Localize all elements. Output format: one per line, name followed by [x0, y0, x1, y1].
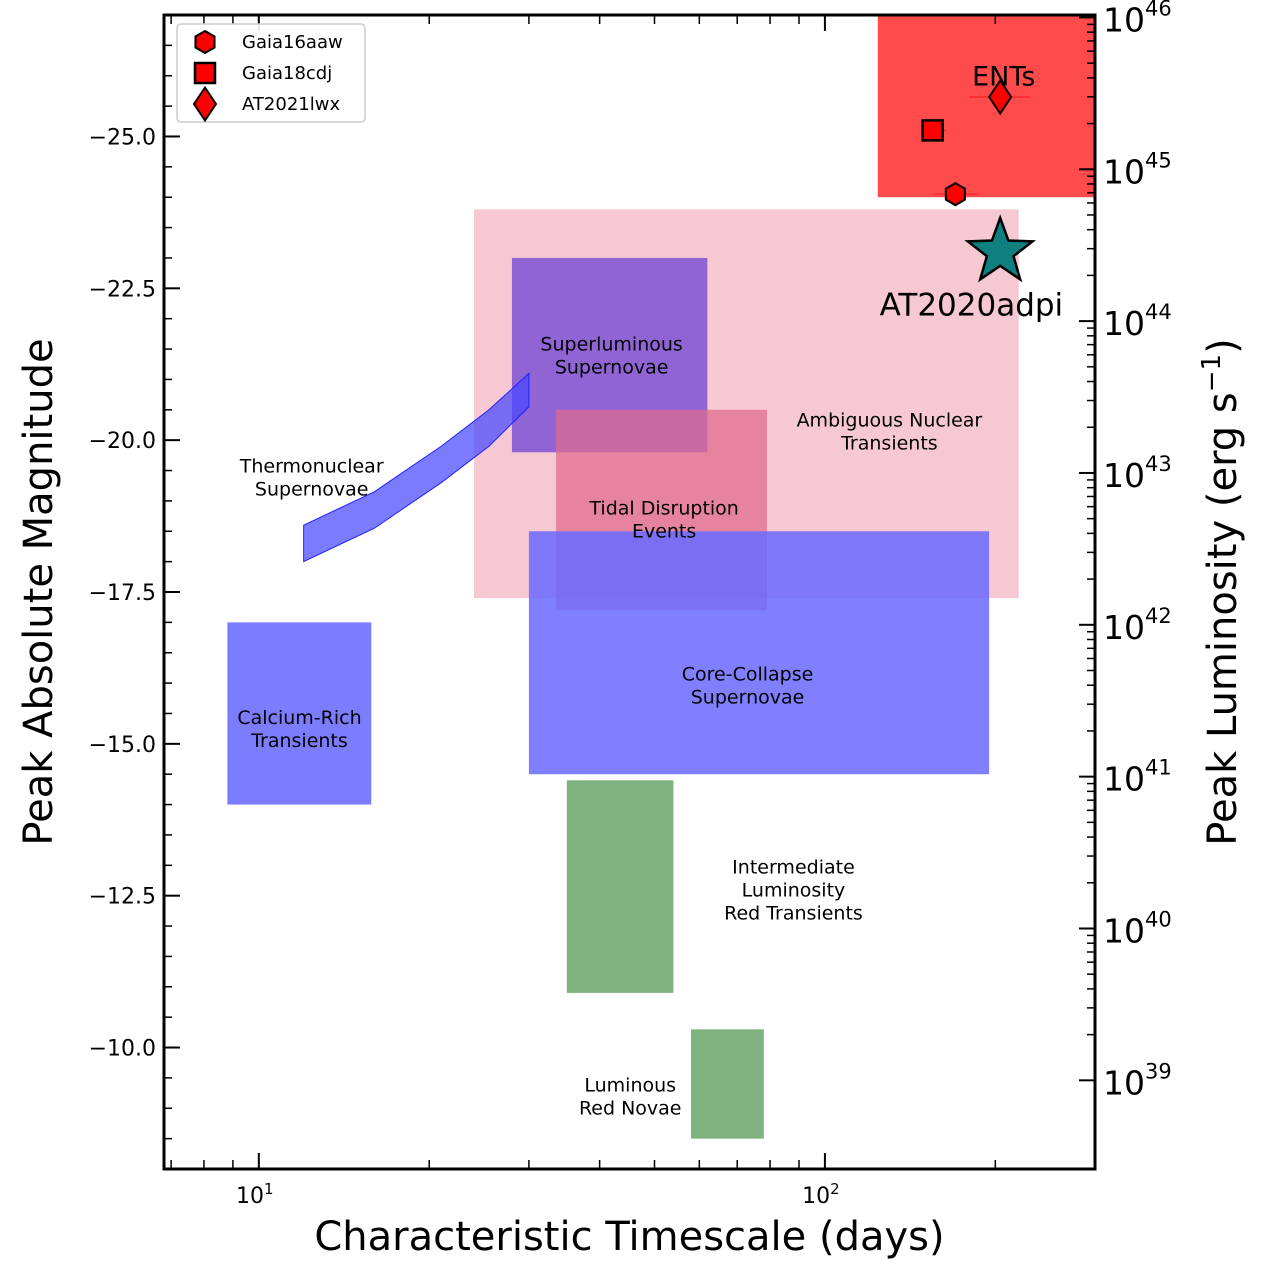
legend-label-gaia18cdj: Gaia18cdj	[242, 63, 332, 84]
region-label-calcium-rich-transients-1: Transients	[250, 730, 348, 752]
y2-tick-base: 10	[1103, 760, 1145, 799]
region-label-luminous-red-novae-0: Luminous	[584, 1075, 676, 1097]
y-tick-label-0: −25.0	[89, 125, 156, 150]
legend-marker-gaia18cdj	[193, 61, 217, 85]
y2-axis-title-close: )	[1200, 338, 1246, 354]
y2-axis-title-sup: −1	[1197, 354, 1227, 392]
y2-tick-base: 10	[1103, 304, 1145, 343]
region-intermediate-luminosity-red-transients	[566, 780, 674, 993]
y2-axis-title: Peak Luminosity (erg s−1)	[1197, 338, 1246, 845]
y2-tick-label-4: 1043	[1103, 452, 1172, 495]
y2-tick-exp: 44	[1145, 300, 1172, 324]
points-layer	[921, 78, 1037, 283]
y-tick-label-2: −20.0	[89, 429, 156, 454]
y2-tick-exp: 42	[1145, 604, 1172, 628]
point-gaia16aaw	[944, 182, 966, 207]
region-label-tidal-disruption-events-1: Events	[632, 521, 696, 543]
legend-label-at2021lwx: AT2021lwx	[242, 94, 340, 115]
y2-tick-label-5: 1044	[1103, 300, 1172, 343]
region-luminous-red-novae	[690, 1029, 764, 1139]
y2-tick-base: 10	[1103, 0, 1145, 39]
region-label-core-collapse-supernovae-0: Core-Collapse	[682, 663, 814, 685]
y2-tick-exp: 39	[1145, 1059, 1172, 1083]
y2-tick-base: 10	[1103, 608, 1145, 647]
y2-tick-label-2: 1041	[1103, 756, 1172, 799]
region-thermonuclear-supernovae	[303, 372, 530, 563]
y2-tick-label-7: 1046	[1103, 0, 1172, 39]
region-label-luminous-red-novae-1: Red Novae	[579, 1098, 682, 1120]
y2-tick-exp: 40	[1145, 907, 1172, 931]
region-label-ambiguous-nuclear-transients-1: Transients	[840, 433, 938, 455]
region-label-intermediate-luminosity-red-transients-1: Luminosity	[742, 880, 846, 902]
y-tick-label-3: −17.5	[89, 581, 156, 606]
y2-tick-label-1: 1040	[1103, 907, 1172, 950]
y2-tick-base: 10	[1103, 456, 1145, 495]
region-label-ambiguous-nuclear-transients-0: Ambiguous Nuclear	[797, 410, 983, 432]
x-tick-base: 10	[236, 1184, 264, 1209]
legend: Gaia16aaw Gaia18cdj AT2021lwx	[176, 23, 366, 123]
ents-label: ENTs	[972, 62, 1035, 93]
y2-tick-base: 10	[1103, 1063, 1145, 1102]
region-label-intermediate-luminosity-red-transients-2: Red Transients	[724, 903, 863, 925]
region-calcium-rich-transients	[227, 622, 372, 805]
y-tick-label-4: −15.0	[89, 733, 156, 758]
y-tick-label-1: −22.5	[89, 277, 156, 302]
region-label-tidal-disruption-events-0: Tidal Disruption	[588, 498, 738, 520]
x-tick-exp: 2	[830, 1180, 840, 1198]
axes-layer: 101 102−25.0−22.5−20.0−17.5−15.0−12.5−10.…	[16, 0, 1246, 1260]
labels-layer: Ambiguous NuclearTransientsSuperluminous…	[237, 62, 1063, 1120]
legend-marker-gaia16aaw	[194, 29, 216, 55]
at2020adpi-label: AT2020adpi	[880, 287, 1064, 323]
regions-layer	[227, 15, 1095, 1139]
y2-tick-exp: 46	[1145, 0, 1172, 20]
legend-label-gaia16aaw: Gaia16aaw	[242, 32, 343, 53]
point-at2021lwx	[987, 78, 1013, 116]
x-axis-title: Characteristic Timescale (days)	[314, 1214, 944, 1260]
y2-tick-exp: 41	[1145, 756, 1172, 780]
y2-tick-label-0: 1039	[1103, 1059, 1172, 1102]
region-label-core-collapse-supernovae-1: Supernovae	[691, 686, 805, 708]
y-tick-label-5: −12.5	[89, 885, 156, 910]
region-core-collapse-supernovae	[528, 531, 990, 775]
y2-tick-label-3: 1042	[1103, 604, 1172, 647]
band-label-0: Thermonuclear	[239, 456, 384, 478]
y2-axis-title-main: Peak Luminosity (erg s	[1200, 392, 1246, 845]
region-label-intermediate-luminosity-red-transients-0: Intermediate	[732, 857, 855, 879]
legend-marker-at2021lwx	[192, 85, 218, 123]
y2-tick-base: 10	[1103, 152, 1145, 191]
y2-tick-exp: 43	[1145, 452, 1172, 476]
band-label-1: Supernovae	[255, 479, 369, 501]
point-gaia18cdj	[921, 119, 944, 142]
x-tick-label-0: 101	[236, 1180, 274, 1209]
legend-box	[176, 23, 366, 123]
x-tick-exp: 1	[264, 1180, 274, 1198]
x-tick-base: 10	[802, 1184, 830, 1209]
y2-tick-label-6: 1045	[1103, 148, 1172, 191]
y-axis-title: Peak Absolute Magnitude	[16, 338, 62, 845]
region-label-calcium-rich-transients-0: Calcium-Rich	[237, 707, 361, 729]
point-at2020adpi-star	[964, 214, 1037, 283]
y2-tick-base: 10	[1103, 911, 1145, 950]
x-tick-label-1: 102	[802, 1180, 840, 1209]
region-label-superluminous-supernovae-1: Supernovae	[555, 357, 669, 379]
region-label-superluminous-supernovae-0: Superluminous	[540, 334, 682, 356]
y2-tick-exp: 45	[1145, 148, 1172, 172]
y-tick-label-6: −10.0	[89, 1037, 156, 1062]
region-ents	[877, 15, 1095, 198]
